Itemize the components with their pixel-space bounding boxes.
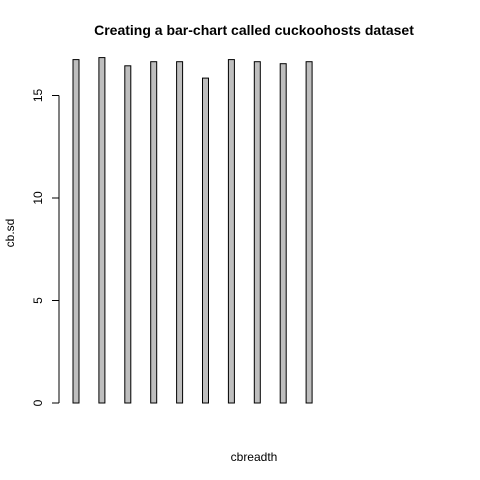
bar <box>176 61 184 404</box>
y-tick-label: 0 <box>31 399 45 406</box>
bar <box>72 59 80 404</box>
bar <box>227 59 235 404</box>
bar <box>150 61 158 404</box>
bar <box>124 65 132 404</box>
y-axis-label: cb.sd <box>3 219 17 248</box>
chart-title: Creating a bar-chart called cuckoohosts … <box>94 22 414 38</box>
x-axis-label: cbreadth <box>231 450 278 464</box>
bars <box>72 57 313 404</box>
y-tick-label: 5 <box>31 297 45 304</box>
bar <box>305 61 313 404</box>
y-tick-label: 10 <box>31 191 45 205</box>
y-axis: 0 5 10 15 <box>31 89 60 406</box>
y-tick-label: 15 <box>31 89 45 103</box>
bar <box>202 77 209 404</box>
bar <box>279 63 287 404</box>
bar <box>253 61 261 404</box>
bar <box>98 57 106 404</box>
